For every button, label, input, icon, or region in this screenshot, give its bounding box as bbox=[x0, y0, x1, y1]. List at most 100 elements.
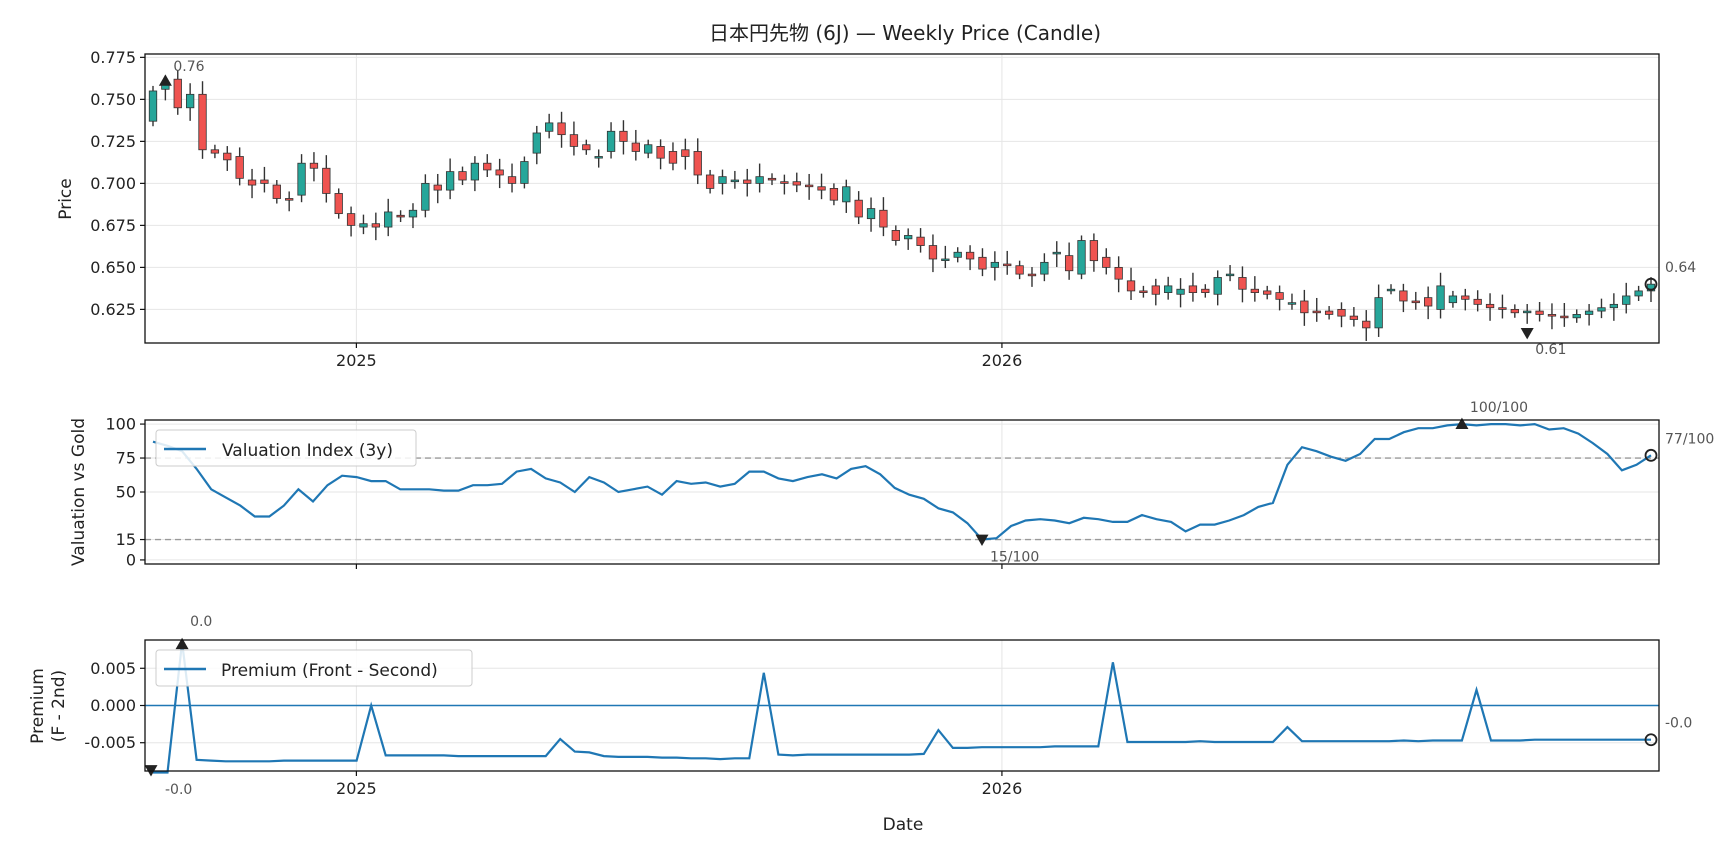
candle-body bbox=[941, 258, 950, 261]
premium-ylabel-line1: Premium bbox=[28, 668, 48, 744]
candle-body bbox=[223, 152, 232, 161]
candle-body bbox=[1263, 290, 1272, 295]
candle-body bbox=[235, 156, 244, 179]
candle-body bbox=[1584, 310, 1594, 315]
candle-body bbox=[817, 186, 826, 191]
price-y-tick-label-0.675: 0.675 bbox=[90, 216, 136, 235]
premium-legend-box bbox=[155, 649, 473, 687]
candle-body bbox=[1399, 290, 1408, 302]
candle-body bbox=[1201, 288, 1210, 293]
price-gridlines bbox=[145, 54, 1659, 343]
price-y-tick-label-0.650: 0.650 bbox=[90, 258, 136, 277]
candle-body bbox=[532, 132, 541, 154]
candle-body bbox=[1287, 302, 1297, 305]
candle-body bbox=[297, 162, 306, 196]
candle-body bbox=[1312, 310, 1321, 314]
chart-title: 日本円先物 (6J) — Weekly Price (Candle) bbox=[709, 21, 1101, 45]
valuation-y-tick-label-0: 0 bbox=[126, 550, 136, 569]
candle-body bbox=[173, 78, 182, 109]
candle-body bbox=[421, 182, 430, 211]
valuation-panel: 015 50 75 100 100/100 15/100 77/100 Valuation… bbox=[69, 400, 1714, 569]
premium-series-line bbox=[153, 642, 1651, 774]
candle-body bbox=[879, 209, 888, 228]
candle-body bbox=[1337, 308, 1346, 317]
candle-body bbox=[681, 149, 690, 157]
valuation-y-tick-label-50: 50 bbox=[116, 483, 136, 502]
price-max-label: 0.76 bbox=[173, 59, 204, 75]
candle-body bbox=[247, 179, 257, 186]
candle-body bbox=[1510, 308, 1519, 314]
price-yticks: 0.625 0.650 0.675 0.700 0.725 0.750 0.775 bbox=[90, 48, 145, 319]
candle-body bbox=[953, 251, 962, 258]
x-tick-label-2025: 2025 bbox=[336, 779, 377, 798]
candle-body bbox=[978, 256, 987, 270]
candle-body bbox=[1535, 310, 1544, 315]
candle-body bbox=[470, 162, 480, 181]
price-y-tick-label-0.750: 0.750 bbox=[90, 90, 136, 109]
candle-body bbox=[854, 199, 863, 218]
premium-yticks: -0.005 0.000 0.005 bbox=[84, 659, 145, 752]
candle-body bbox=[359, 223, 368, 228]
valuation-reference-lines bbox=[145, 457, 1659, 541]
candle-body bbox=[1436, 285, 1445, 310]
price-y-tick-label-0.625: 0.625 bbox=[90, 300, 136, 319]
candle-body bbox=[965, 251, 975, 260]
valuation-xticks bbox=[355, 564, 1003, 569]
candle-body bbox=[1052, 251, 1061, 255]
candle-body bbox=[1238, 277, 1247, 290]
candle-body bbox=[1634, 290, 1643, 297]
valuation-y-tick-label-15: 15 bbox=[116, 530, 136, 549]
price-annotations: 0.76 0.61 0.64 bbox=[158, 59, 1696, 358]
price-y-tick-label-0.700: 0.700 bbox=[90, 174, 136, 193]
candle-body bbox=[1609, 303, 1619, 309]
x-tick-label-2025: 2025 bbox=[336, 351, 377, 370]
price-xticks: 2025 2026 bbox=[336, 343, 1022, 370]
candle-body bbox=[408, 209, 418, 218]
valuation-ylabel: Valuation vs Gold bbox=[69, 418, 89, 566]
candle-body bbox=[1151, 285, 1160, 295]
candle-body bbox=[668, 151, 678, 164]
valuation-legend: Valuation Index (3y) bbox=[155, 429, 417, 467]
candle-body bbox=[1485, 303, 1495, 309]
premium-max-marker bbox=[175, 637, 189, 650]
valuation-max-marker bbox=[1455, 417, 1469, 429]
candle-body bbox=[1349, 315, 1359, 320]
premium-legend: Premium (Front - Second) bbox=[155, 649, 473, 687]
candle-body bbox=[1188, 285, 1198, 293]
candle-body bbox=[458, 171, 467, 181]
premium-xticks: 2025 2026 bbox=[336, 771, 1022, 798]
candle-body bbox=[1164, 285, 1173, 293]
candle-body bbox=[384, 211, 393, 228]
candle-body bbox=[829, 188, 839, 201]
premium-panel: -0.005 0.000 0.005 0.0 -0.0 -0.0 2025 2026 Pr… bbox=[28, 614, 1692, 835]
candle-body bbox=[1114, 266, 1123, 280]
price-y-tick-label-0.725: 0.725 bbox=[90, 132, 136, 151]
candle-body bbox=[1300, 300, 1309, 314]
premium-y-tick-label-0.000: 0.000 bbox=[90, 696, 136, 715]
premium-axes-frame bbox=[144, 639, 1660, 772]
candle-body bbox=[198, 93, 207, 151]
candle-body bbox=[1250, 288, 1259, 293]
candle-body bbox=[1597, 307, 1606, 312]
premium-min-label: -0.0 bbox=[165, 782, 192, 798]
candle-body bbox=[148, 90, 158, 122]
candle-body bbox=[1139, 290, 1148, 293]
price-candles bbox=[148, 70, 1656, 341]
candle-body bbox=[1560, 315, 1569, 319]
candle-body bbox=[619, 130, 628, 142]
valuation-series-line bbox=[152, 422, 1652, 541]
valuation-last-label: 77/100 bbox=[1665, 431, 1714, 447]
candle-body bbox=[904, 235, 913, 240]
candle-body bbox=[322, 167, 331, 194]
candle-body bbox=[891, 230, 900, 241]
candle-body bbox=[1498, 307, 1507, 310]
candle-body bbox=[656, 146, 665, 159]
premium-ylabel-line2: (F - 2nd) bbox=[49, 670, 69, 742]
candle-body bbox=[1126, 280, 1136, 292]
candle-body bbox=[730, 179, 740, 183]
candle-body bbox=[606, 130, 616, 152]
price-y-tick-label-0.775: 0.775 bbox=[90, 48, 136, 67]
candle-body bbox=[272, 184, 281, 199]
candle-body bbox=[1461, 295, 1470, 300]
candle-body bbox=[1374, 297, 1383, 329]
